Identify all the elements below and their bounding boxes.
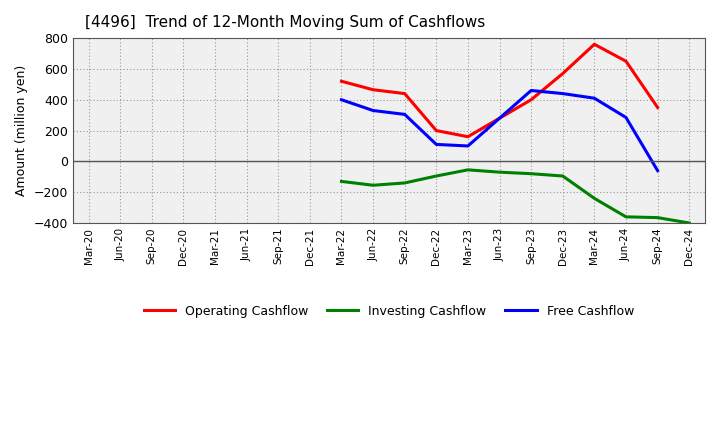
Investing Cashflow [527, 171, 536, 176]
Free Cashflow [464, 143, 472, 149]
Investing Cashflow [685, 220, 693, 226]
Legend: Operating Cashflow, Investing Cashflow, Free Cashflow: Operating Cashflow, Investing Cashflow, … [139, 300, 639, 323]
Operating Cashflow [621, 59, 630, 64]
Free Cashflow [337, 97, 346, 103]
Investing Cashflow [464, 167, 472, 172]
Investing Cashflow [653, 215, 662, 220]
Operating Cashflow [432, 128, 441, 133]
Investing Cashflow [590, 196, 599, 201]
Operating Cashflow [653, 105, 662, 110]
Line: Operating Cashflow: Operating Cashflow [341, 44, 657, 137]
Operating Cashflow [527, 97, 536, 103]
Investing Cashflow [369, 183, 377, 188]
Investing Cashflow [495, 169, 504, 175]
Operating Cashflow [337, 79, 346, 84]
Investing Cashflow [432, 173, 441, 179]
Free Cashflow [559, 91, 567, 96]
Free Cashflow [400, 112, 409, 117]
Free Cashflow [369, 108, 377, 113]
Free Cashflow [527, 88, 536, 93]
Investing Cashflow [559, 173, 567, 179]
Operating Cashflow [400, 91, 409, 96]
Text: [4496]  Trend of 12-Month Moving Sum of Cashflows: [4496] Trend of 12-Month Moving Sum of C… [86, 15, 486, 30]
Free Cashflow [590, 95, 599, 101]
Line: Free Cashflow: Free Cashflow [341, 91, 657, 171]
Investing Cashflow [337, 179, 346, 184]
Free Cashflow [653, 168, 662, 173]
Operating Cashflow [590, 42, 599, 47]
Investing Cashflow [400, 180, 409, 186]
Operating Cashflow [369, 87, 377, 92]
Operating Cashflow [559, 71, 567, 76]
Y-axis label: Amount (million yen): Amount (million yen) [15, 65, 28, 196]
Investing Cashflow [621, 214, 630, 220]
Operating Cashflow [464, 134, 472, 139]
Free Cashflow [432, 142, 441, 147]
Free Cashflow [621, 115, 630, 120]
Line: Investing Cashflow: Investing Cashflow [341, 170, 689, 223]
